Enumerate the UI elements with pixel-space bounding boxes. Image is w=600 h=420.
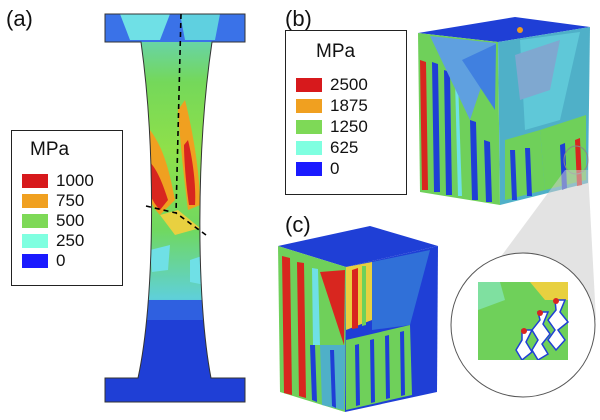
legend-a-swatch	[22, 174, 48, 188]
legend-b-label: 0	[330, 159, 340, 178]
legend-b-swatch	[296, 141, 322, 155]
legend-b-entry: 1875	[296, 96, 368, 115]
legend-a-swatch	[22, 214, 48, 228]
legend-b-entry: 625	[296, 138, 359, 157]
zoom-inset	[450, 252, 596, 398]
legend-b-swatch	[296, 78, 322, 92]
legend-b-label: 1250	[330, 117, 368, 136]
legend-b-label: 625	[330, 138, 359, 157]
cube-c	[278, 226, 438, 412]
legend-b-unit: MPa	[316, 41, 356, 62]
legend-a-entry: 1000	[22, 171, 94, 190]
legend-a-entry: 250	[22, 231, 85, 250]
panel-label-c: (c)	[285, 212, 311, 237]
legend-a-label: 1000	[56, 171, 94, 190]
legend-b-swatch	[296, 120, 322, 134]
legend-b-swatch	[296, 162, 322, 176]
legend-a-swatch	[22, 234, 48, 248]
legend-a: MPa 1000 750 500 250 0	[11, 130, 123, 286]
legend-a-label: 0	[56, 251, 66, 270]
legend-b-entry: 1250	[296, 117, 368, 136]
legend-a-entry: 500	[22, 211, 85, 230]
legend-a-label: 750	[56, 191, 85, 210]
legend-a-unit: MPa	[30, 139, 70, 160]
legend-a-label: 250	[56, 231, 85, 250]
legend-a-entry: 0	[22, 251, 66, 270]
legend-b-entry: 2500	[296, 75, 368, 94]
legend-b-swatch	[296, 99, 322, 113]
legend-b-label: 1875	[330, 96, 368, 115]
legend-a-swatch	[22, 194, 48, 208]
panel-label-b: (b)	[285, 6, 312, 31]
legend-a-entry: 750	[22, 191, 85, 210]
legend-b-entry: 0	[296, 159, 340, 178]
panel-label-a: (a)	[6, 6, 33, 31]
legend-b-label: 2500	[330, 75, 368, 94]
legend-a-label: 500	[56, 211, 85, 230]
legend-b: MPa 2500 1875 1250 625 0	[285, 30, 407, 195]
legend-a-swatch	[22, 254, 48, 268]
cube-b	[418, 17, 590, 205]
